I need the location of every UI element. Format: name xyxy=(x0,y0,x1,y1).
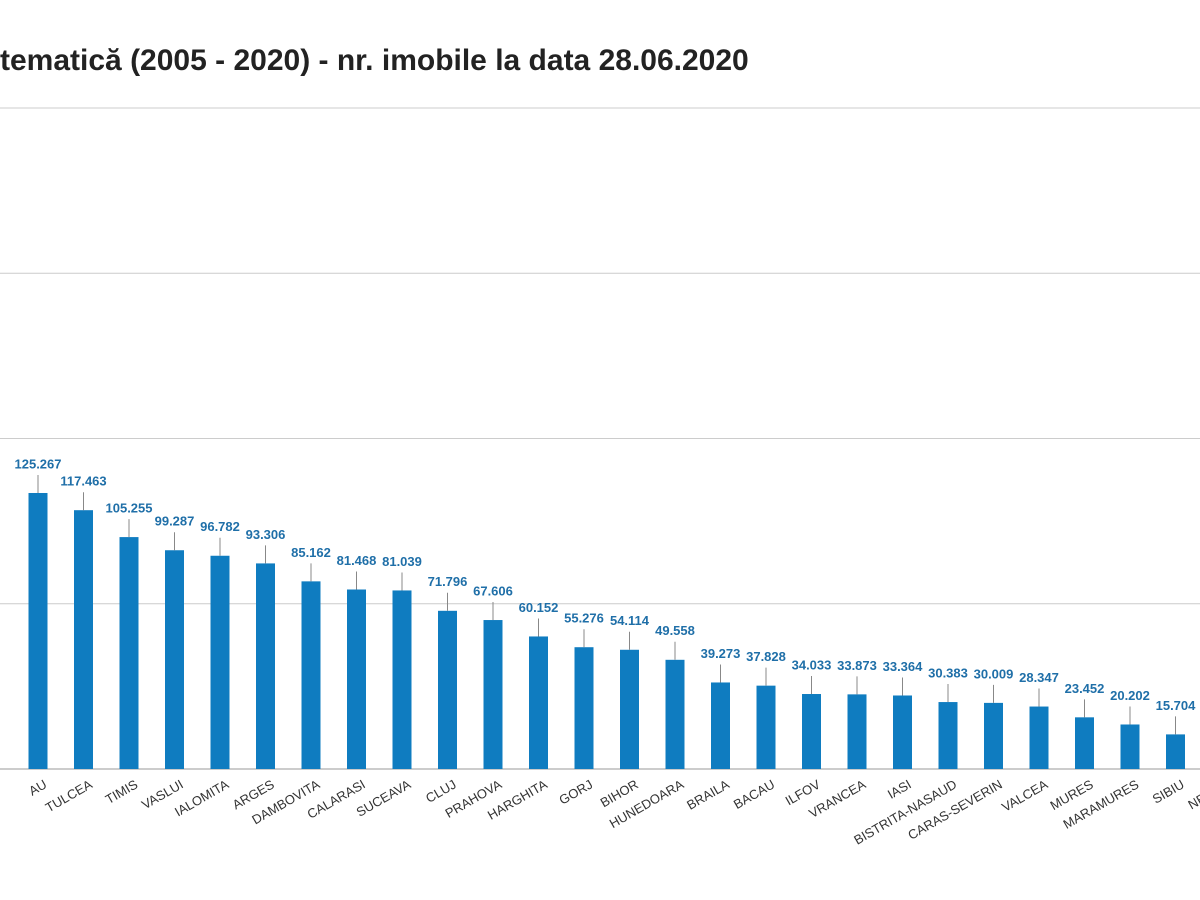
x-tick-label: IASI xyxy=(885,777,914,802)
bar xyxy=(119,537,139,769)
bar xyxy=(847,694,867,769)
value-label: 33.364 xyxy=(883,659,924,674)
bar xyxy=(392,590,412,769)
value-label: 39.273 xyxy=(701,646,741,661)
x-tick-label: GORJ xyxy=(556,777,595,808)
value-label: 99.287 xyxy=(155,514,195,529)
value-label: 23.452 xyxy=(1065,681,1105,696)
bar xyxy=(165,550,184,769)
bar xyxy=(438,610,457,769)
bar xyxy=(984,702,1003,769)
value-label: 81.039 xyxy=(382,554,422,569)
value-label: 20.202 xyxy=(1110,688,1150,703)
bar xyxy=(1120,724,1140,769)
value-label: 37.828 xyxy=(746,649,786,664)
bar xyxy=(1166,734,1185,769)
value-label: 125.267 xyxy=(15,456,62,471)
x-tick-label: NEAMT xyxy=(1185,777,1200,813)
value-label: 33.873 xyxy=(837,658,877,673)
value-label: 81.468 xyxy=(337,553,377,568)
chart-title: tematică (2005 - 2020) - nr. imobile la … xyxy=(0,44,749,77)
value-label: 49.558 xyxy=(655,623,695,638)
value-label: 30.383 xyxy=(928,665,968,680)
x-tick-label: BRAILA xyxy=(684,776,732,812)
value-label: 34.033 xyxy=(792,657,832,672)
x-tick-label: VALCEA xyxy=(999,776,1050,814)
x-tick-label: BACAU xyxy=(731,777,777,812)
bar xyxy=(529,636,548,769)
bar xyxy=(347,589,366,769)
bar xyxy=(620,649,639,769)
value-label: 85.162 xyxy=(291,545,331,560)
value-label: 55.276 xyxy=(564,611,604,626)
bar xyxy=(256,563,275,769)
bar xyxy=(28,492,48,769)
bar xyxy=(893,695,912,769)
value-label: 117.463 xyxy=(60,474,106,489)
x-tick-label: SIBIU xyxy=(1150,777,1187,807)
bar xyxy=(756,685,776,769)
value-label: 105.255 xyxy=(106,501,153,516)
bar xyxy=(802,694,821,769)
x-tick-label: TIMIS xyxy=(103,776,141,806)
value-label: 60.152 xyxy=(519,600,559,615)
bar xyxy=(74,510,93,769)
value-label: 93.306 xyxy=(246,527,286,542)
value-label: 30.009 xyxy=(974,666,1014,681)
value-label: 71.796 xyxy=(428,574,468,589)
bar xyxy=(574,647,594,769)
bar xyxy=(483,620,503,769)
x-tick-label: TULCEA xyxy=(43,776,95,815)
value-label: 54.114 xyxy=(610,613,650,628)
bar xyxy=(1075,717,1094,769)
value-label: 28.347 xyxy=(1019,670,1059,685)
value-label: 67.606 xyxy=(473,583,513,598)
bar xyxy=(665,659,685,769)
bar xyxy=(301,581,321,769)
value-label: 15.704 xyxy=(1156,698,1197,713)
value-label: 96.782 xyxy=(200,519,240,534)
bar xyxy=(938,702,958,769)
x-tick-label: AU xyxy=(26,777,49,799)
bar xyxy=(1029,706,1049,769)
bar xyxy=(711,682,730,769)
bar xyxy=(210,555,230,769)
